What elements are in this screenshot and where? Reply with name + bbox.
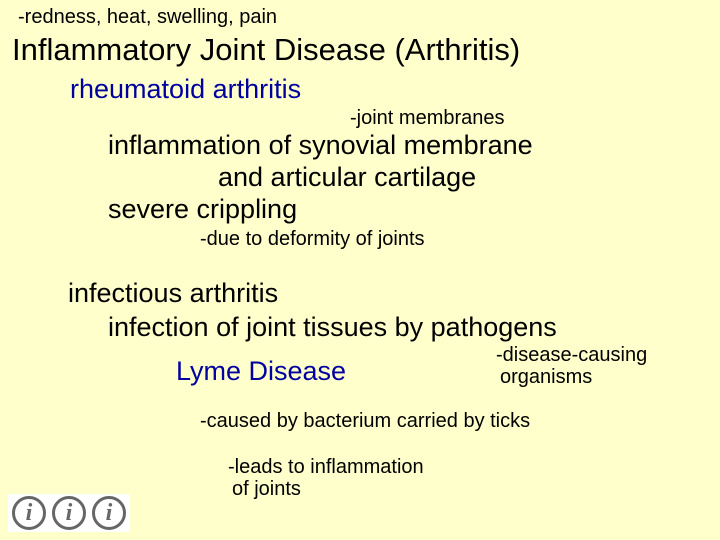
rheumatoid-note: -joint membranes <box>350 107 505 130</box>
lyme-heading: Lyme Disease <box>176 356 346 387</box>
infectious-note-bottom: -caused by bacterium carried by ticks <box>200 410 530 433</box>
rheumatoid-heading: rheumatoid arthritis <box>70 74 301 105</box>
infectious-note-right2: organisms <box>500 366 592 389</box>
annotation-top: -redness, heat, swelling, pain <box>18 6 277 29</box>
info-icon[interactable]: i <box>92 496 126 530</box>
info-icon-bar: i i i <box>8 494 130 532</box>
infectious-note-last1: -leads to inflammation <box>228 456 424 479</box>
slide-title: Inflammatory Joint Disease (Arthritis) <box>12 32 520 68</box>
info-icon[interactable]: i <box>12 496 46 530</box>
infectious-note-right1: -disease-causing <box>496 344 647 367</box>
slide: -redness, heat, swelling, pain Inflammat… <box>0 0 720 540</box>
rheumatoid-note2: -due to deformity of joints <box>200 228 425 251</box>
info-icon[interactable]: i <box>52 496 86 530</box>
infectious-heading: infectious arthritis <box>68 278 278 309</box>
rheumatoid-line1: inflammation of synovial membrane <box>108 130 533 161</box>
infectious-line1: infection of joint tissues by pathogens <box>108 312 557 343</box>
rheumatoid-line2: and articular cartilage <box>218 162 476 193</box>
infectious-note-last2: of joints <box>232 478 301 501</box>
rheumatoid-line3: severe crippling <box>108 194 297 225</box>
